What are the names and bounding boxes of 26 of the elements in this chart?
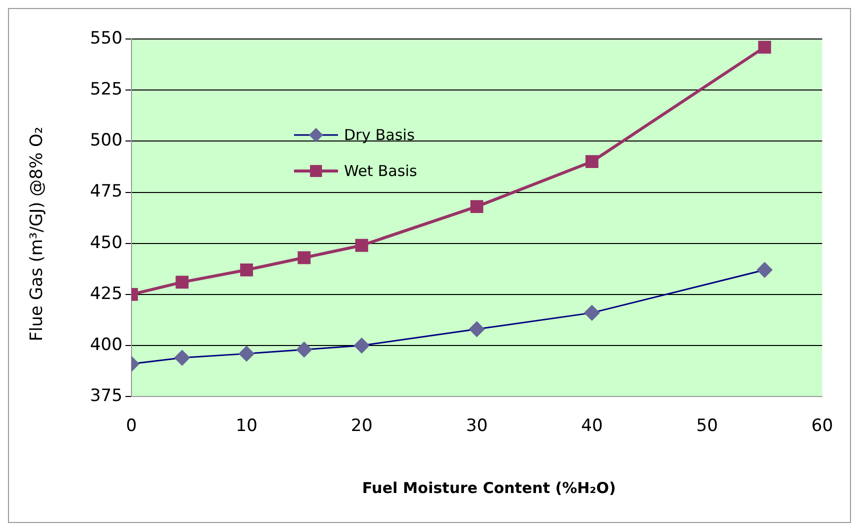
y-tick-label: 400 <box>90 334 122 355</box>
y-tick-label: 425 <box>90 284 122 304</box>
x-tick-label: 0 <box>126 416 137 436</box>
y-tick-label: 525 <box>90 80 122 100</box>
point <box>585 155 598 168</box>
x-tick-label: 20 <box>350 416 373 436</box>
y-tick-label: 550 <box>90 28 122 48</box>
x-tick-label: 10 <box>236 416 258 436</box>
x-tick-label: 50 <box>696 416 718 436</box>
x-axis-title: Fuel Moisture Content (%H₂O) <box>362 479 616 497</box>
x-tick-label: 60 <box>811 416 834 436</box>
y-tick-label: 500 <box>90 130 122 151</box>
x-tick-label: 40 <box>581 416 603 436</box>
y-tick-label: 375 <box>90 386 122 406</box>
point <box>240 263 254 276</box>
x-tick-label: 30 <box>466 416 488 436</box>
y-tick-label: 475 <box>90 182 122 202</box>
point <box>176 276 189 289</box>
point <box>355 238 368 252</box>
legend-label: Wet Basis <box>344 162 418 180</box>
y-axis-title: Flue Gas (m³/GJ) @8% O₂ <box>27 126 47 342</box>
point <box>470 200 484 214</box>
legend-label: Dry Basis <box>344 126 415 144</box>
y-tick-label: 450 <box>90 232 122 253</box>
point <box>758 40 772 54</box>
point <box>298 251 311 264</box>
